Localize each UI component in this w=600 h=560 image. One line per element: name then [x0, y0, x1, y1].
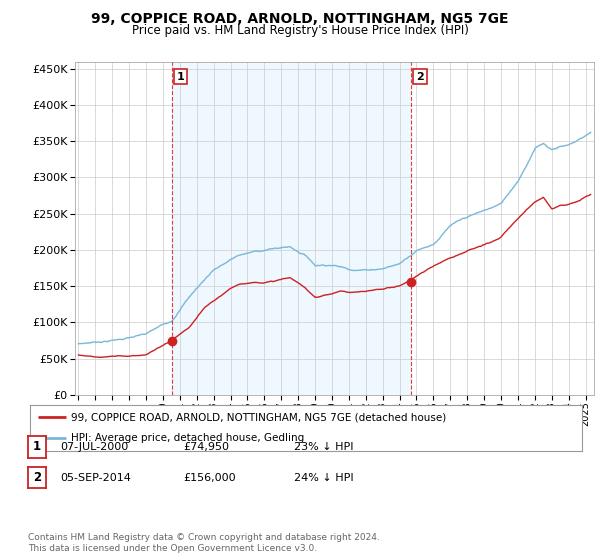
Text: HPI: Average price, detached house, Gedling: HPI: Average price, detached house, Gedl… [71, 433, 305, 444]
Text: 05-SEP-2014: 05-SEP-2014 [60, 473, 131, 483]
Text: 99, COPPICE ROAD, ARNOLD, NOTTINGHAM, NG5 7GE: 99, COPPICE ROAD, ARNOLD, NOTTINGHAM, NG… [91, 12, 509, 26]
Bar [172, 62, 411, 395]
Text: £74,950: £74,950 [183, 442, 229, 452]
Text: 1: 1 [177, 72, 185, 82]
Text: 1: 1 [33, 440, 41, 454]
Text: Contains HM Land Registry data © Crown copyright and database right 2024.
This d: Contains HM Land Registry data © Crown c… [28, 533, 380, 553]
Text: 24% ↓ HPI: 24% ↓ HPI [294, 473, 353, 483]
Text: 23% ↓ HPI: 23% ↓ HPI [294, 442, 353, 452]
Text: 99, COPPICE ROAD, ARNOLD, NOTTINGHAM, NG5 7GE (detached house): 99, COPPICE ROAD, ARNOLD, NOTTINGHAM, NG… [71, 412, 446, 422]
Text: 2: 2 [416, 72, 424, 82]
Text: Price paid vs. HM Land Registry's House Price Index (HPI): Price paid vs. HM Land Registry's House … [131, 24, 469, 36]
Text: 07-JUL-2000: 07-JUL-2000 [60, 442, 128, 452]
Text: 2: 2 [33, 471, 41, 484]
Text: £156,000: £156,000 [183, 473, 236, 483]
